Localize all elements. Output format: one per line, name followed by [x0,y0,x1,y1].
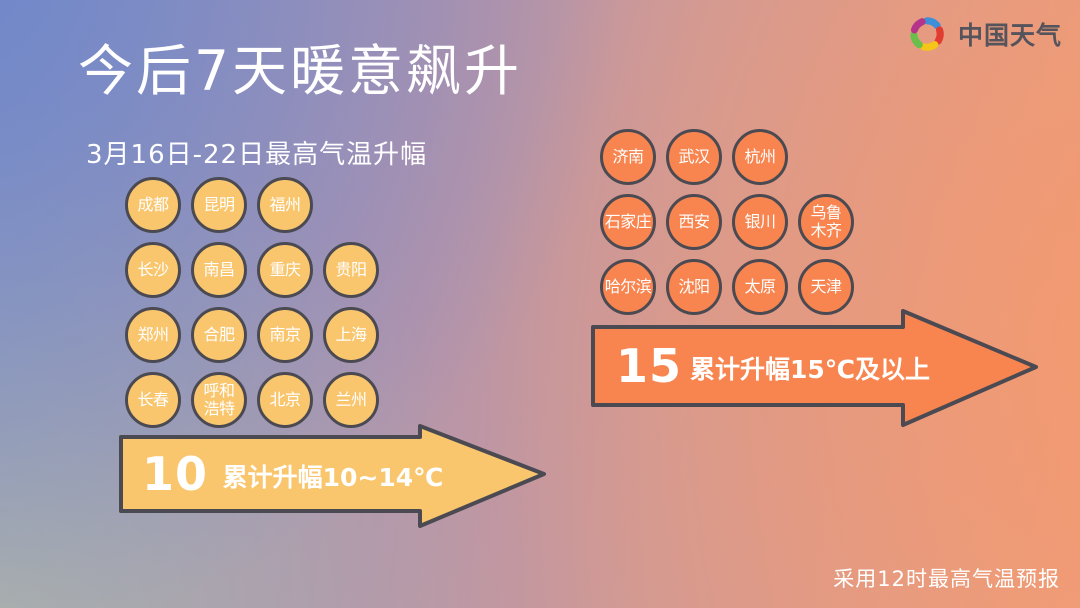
city-circle: 银川 [732,194,788,250]
city-circle: 福州 [257,177,313,233]
city-circle: 南京 [257,307,313,363]
arrow-label-15: 累计升幅15℃及以上 [689,355,931,384]
city-label: 福州 [269,195,301,215]
page-title: 今后7天暖意飙升 [78,39,522,103]
city-circle: 石家庄 [600,194,656,250]
city-label: 南昌 [203,260,235,280]
city-row: 哈尔滨 沈阳 太原 天津 [600,259,854,315]
city-label: 乌鲁木齐 [810,203,842,240]
brand: 中国天气 [905,12,1062,56]
arrow-rise-15-plus: 15 累计升幅15℃及以上 [590,308,1040,428]
city-label: 重庆 [269,260,301,280]
city-label: 石家庄 [604,212,652,232]
city-label: 沈阳 [678,277,710,297]
footer-note: 采用12时最高气温预报 [833,567,1060,591]
city-circle: 重庆 [257,242,313,298]
city-circle: 长沙 [125,242,181,298]
city-row: 石家庄 西安 银川 乌鲁木齐 [600,194,854,250]
city-label: 成都 [137,195,169,215]
city-circle: 哈尔滨 [600,259,656,315]
city-circle: 长春 [125,372,181,428]
arrow-value-15: 15 [616,339,683,393]
city-circle: 贵阳 [323,242,379,298]
city-circle: 成都 [125,177,181,233]
city-label: 上海 [335,325,367,345]
city-label: 呼和浩特 [203,381,235,418]
city-circle: 昆明 [191,177,247,233]
city-label: 西安 [678,212,710,232]
city-label: 兰州 [335,390,367,410]
city-circle: 北京 [257,372,313,428]
city-label: 长春 [137,390,169,410]
city-label: 贵阳 [335,260,367,280]
brand-name: 中国天气 [957,21,1062,50]
city-group-rise-10-14: 成都 昆明 福州长沙 南昌 重庆 贵阳郑州 合肥 南京 上海长春 呼和浩特 北京 兰州 [125,177,379,437]
city-row: 郑州 合肥 南京 上海 [125,307,379,363]
city-circle: 上海 [323,307,379,363]
city-circle: 太原 [732,259,788,315]
city-circle: 西安 [666,194,722,250]
city-circle: 武汉 [666,129,722,185]
city-circle: 沈阳 [666,259,722,315]
city-circle: 呼和浩特 [191,372,247,428]
city-row: 成都 昆明 福州 [125,177,379,233]
arrow-label-10: 累计升幅10~14℃ [222,463,444,492]
city-row: 长沙 南昌 重庆 贵阳 [125,242,379,298]
city-label: 南京 [269,325,301,345]
city-label: 哈尔滨 [604,277,652,297]
city-label: 郑州 [137,325,169,345]
city-label: 北京 [269,390,301,410]
city-circle: 乌鲁木齐 [798,194,854,250]
city-label: 昆明 [203,195,235,215]
city-row: 济南 武汉 杭州 [600,129,854,185]
city-label: 太原 [744,277,776,297]
city-circle: 济南 [600,129,656,185]
city-label: 杭州 [744,147,776,167]
city-circle: 兰州 [323,372,379,428]
city-circle: 天津 [798,259,854,315]
subtitle: 3月16日-22日最高气温升幅 [86,140,428,170]
china-weather-logo-icon [910,17,944,51]
city-label: 合肥 [203,325,235,345]
city-label: 银川 [744,212,776,232]
city-group-rise-15-plus: 济南 武汉 杭州石家庄 西安 银川 乌鲁木齐哈尔滨 沈阳 太原 天津 [600,129,854,324]
city-label: 天津 [810,277,842,297]
arrow-shape [591,309,1038,427]
city-circle: 南昌 [191,242,247,298]
city-label: 武汉 [678,147,710,167]
city-circle: 郑州 [125,307,181,363]
arrow-shape [119,424,546,528]
city-circle: 合肥 [191,307,247,363]
arrow-value-10: 10 [142,447,209,501]
city-circle: 杭州 [732,129,788,185]
city-label: 长沙 [137,260,169,280]
arrow-rise-10-14: 10 累计升幅10~14℃ [118,424,548,528]
city-label: 济南 [612,147,644,167]
city-row: 长春 呼和浩特 北京 兰州 [125,372,379,428]
